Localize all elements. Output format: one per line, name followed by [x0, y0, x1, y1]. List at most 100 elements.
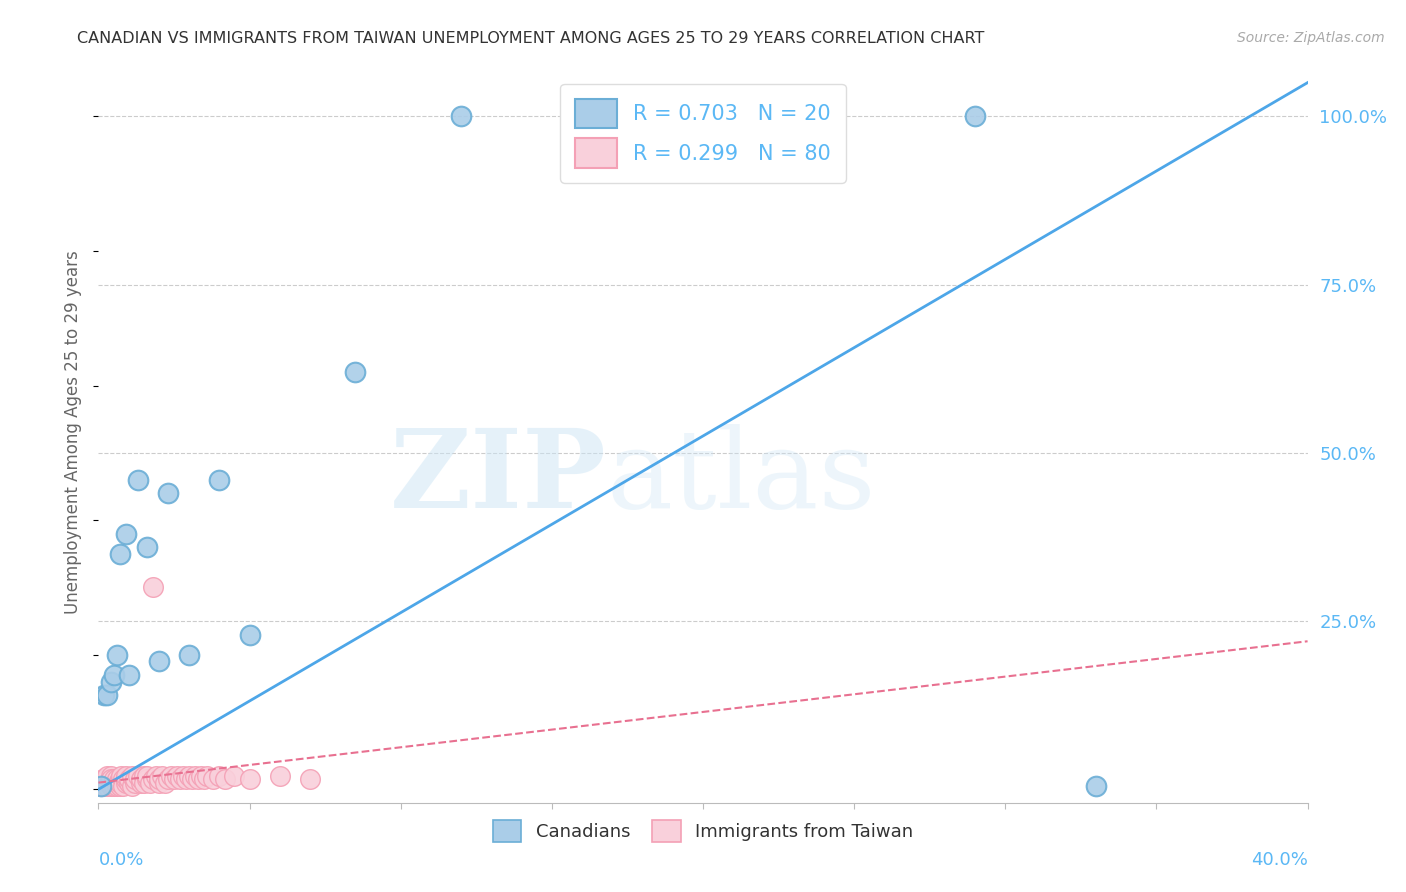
Point	[96, 772, 118, 787]
Point	[108, 775, 131, 789]
Point	[208, 769, 231, 783]
Point	[127, 473, 149, 487]
Point	[239, 627, 262, 641]
Point	[124, 775, 146, 789]
Point	[965, 109, 987, 123]
Text: atlas: atlas	[606, 424, 876, 531]
Point	[132, 775, 155, 789]
Point	[114, 772, 136, 787]
Text: Source: ZipAtlas.com: Source: ZipAtlas.com	[1237, 31, 1385, 45]
Point	[179, 769, 201, 783]
Point	[148, 655, 170, 669]
Point	[100, 772, 122, 787]
Point	[174, 772, 197, 787]
Point	[129, 775, 152, 789]
Point	[90, 779, 112, 793]
Point	[100, 779, 122, 793]
Text: ZIP: ZIP	[389, 424, 606, 531]
Point	[110, 769, 132, 783]
Point	[105, 779, 128, 793]
Point	[103, 775, 125, 789]
Point	[103, 772, 125, 787]
Point	[96, 779, 118, 793]
Point	[114, 526, 136, 541]
Point	[163, 772, 186, 787]
Point	[127, 769, 149, 783]
Point	[344, 365, 367, 379]
Point	[181, 772, 204, 787]
Point	[103, 668, 125, 682]
Point	[224, 769, 246, 783]
Point	[142, 581, 165, 595]
Point	[142, 772, 165, 787]
Point	[98, 775, 121, 789]
Point	[135, 769, 157, 783]
Point	[135, 540, 157, 554]
Point	[269, 769, 291, 783]
Point	[103, 779, 125, 793]
Point	[108, 547, 131, 561]
Point	[193, 772, 215, 787]
Point	[124, 772, 146, 787]
Point	[118, 668, 141, 682]
Y-axis label: Unemployment Among Ages 25 to 29 years: Unemployment Among Ages 25 to 29 years	[65, 251, 83, 615]
Point	[156, 772, 179, 787]
Point	[100, 674, 122, 689]
Legend: Canadians, Immigrants from Taiwan: Canadians, Immigrants from Taiwan	[485, 813, 921, 849]
Point	[91, 775, 114, 789]
Text: 40.0%: 40.0%	[1251, 851, 1308, 869]
Point	[118, 775, 141, 789]
Point	[89, 779, 111, 793]
Point	[101, 779, 124, 793]
Point	[1085, 779, 1108, 793]
Point	[239, 772, 262, 787]
Point	[169, 772, 191, 787]
Point	[90, 775, 112, 789]
Point	[214, 772, 236, 787]
Point	[299, 772, 322, 787]
Point	[96, 775, 118, 789]
Point	[121, 769, 143, 783]
Point	[114, 775, 136, 789]
Point	[93, 775, 115, 789]
Point	[105, 772, 128, 787]
Point	[108, 779, 131, 793]
Point	[93, 779, 115, 793]
Point	[108, 772, 131, 787]
Point	[100, 775, 122, 789]
Point	[153, 775, 176, 789]
Point	[96, 688, 118, 702]
Point	[111, 772, 134, 787]
Point	[96, 769, 118, 783]
Point	[195, 769, 218, 783]
Point	[121, 779, 143, 793]
Point	[93, 772, 115, 787]
Point	[208, 473, 231, 487]
Point	[129, 772, 152, 787]
Point	[450, 109, 472, 123]
Point	[94, 775, 117, 789]
Point	[90, 779, 112, 793]
Point	[111, 779, 134, 793]
Text: 0.0%: 0.0%	[98, 851, 143, 869]
Point	[93, 779, 115, 793]
Point	[145, 769, 167, 783]
Point	[93, 688, 115, 702]
Point	[91, 772, 114, 787]
Point	[187, 772, 209, 787]
Point	[105, 775, 128, 789]
Point	[148, 772, 170, 787]
Point	[160, 769, 183, 783]
Point	[184, 769, 207, 783]
Point	[114, 769, 136, 783]
Point	[166, 769, 188, 783]
Point	[90, 779, 112, 793]
Point	[139, 775, 162, 789]
Point	[135, 772, 157, 787]
Point	[100, 769, 122, 783]
Text: CANADIAN VS IMMIGRANTS FROM TAIWAN UNEMPLOYMENT AMONG AGES 25 TO 29 YEARS CORREL: CANADIAN VS IMMIGRANTS FROM TAIWAN UNEMP…	[77, 31, 984, 46]
Point	[190, 769, 212, 783]
Point	[150, 769, 173, 783]
Point	[96, 779, 118, 793]
Point	[179, 648, 201, 662]
